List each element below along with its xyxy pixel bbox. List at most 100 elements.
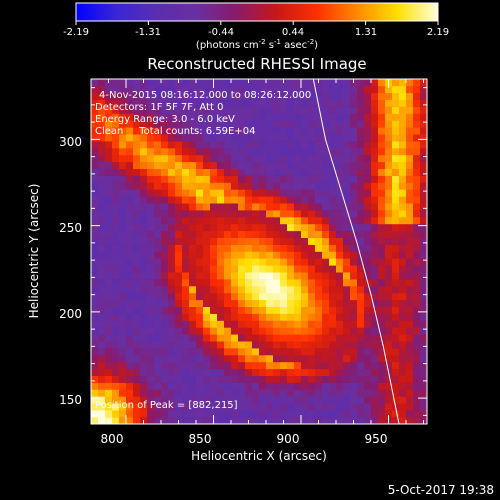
heatmap-cell bbox=[196, 361, 204, 370]
heatmap-cell bbox=[273, 244, 281, 252]
heatmap-cell bbox=[420, 355, 427, 363]
heatmap-cell bbox=[273, 92, 281, 100]
heatmap-cell bbox=[399, 292, 407, 301]
heatmap-cell bbox=[182, 313, 190, 321]
annotation-total-counts: Clean Total counts: 6.59E+04 bbox=[95, 126, 255, 137]
heatmap-cell bbox=[343, 196, 351, 204]
heatmap-cell bbox=[322, 196, 330, 204]
heatmap-cell bbox=[154, 306, 162, 314]
heatmap-cell bbox=[329, 258, 337, 266]
heatmap-cell bbox=[301, 120, 309, 128]
heatmap-cell bbox=[203, 141, 211, 149]
heatmap-cell bbox=[413, 189, 421, 197]
heatmap-cell bbox=[252, 161, 260, 169]
heatmap-cell bbox=[301, 113, 309, 121]
heatmap-cell bbox=[392, 320, 400, 328]
heatmap-cell bbox=[392, 410, 400, 418]
heatmap-cell bbox=[175, 141, 183, 149]
heatmap-cell bbox=[238, 292, 246, 301]
heatmap-cell bbox=[392, 196, 400, 204]
heatmap-cell bbox=[392, 237, 400, 245]
heatmap-cell bbox=[224, 279, 232, 287]
heatmap-cell bbox=[420, 313, 427, 321]
heatmap-cell bbox=[238, 299, 246, 307]
heatmap-cell bbox=[294, 403, 302, 411]
heatmap-cell bbox=[91, 348, 99, 356]
heatmap-cell bbox=[154, 410, 162, 418]
heatmap-cell bbox=[189, 341, 197, 349]
heatmap-cell bbox=[175, 120, 183, 128]
heatmap-cell bbox=[154, 99, 162, 107]
heatmap-cell bbox=[371, 389, 379, 397]
heatmap-cell bbox=[357, 244, 365, 252]
heatmap-cell bbox=[217, 313, 225, 321]
heatmap-cell bbox=[119, 375, 127, 383]
heatmap-cell bbox=[357, 272, 365, 280]
heatmap-cell bbox=[364, 161, 372, 169]
heatmap-cell bbox=[364, 217, 372, 225]
heatmap-cell bbox=[385, 196, 393, 204]
heatmap-cell bbox=[413, 230, 421, 238]
heatmap-cell bbox=[182, 85, 190, 94]
heatmap-cell bbox=[245, 85, 253, 94]
heatmap-cell bbox=[259, 320, 267, 328]
heatmap-cell bbox=[182, 210, 190, 218]
heatmap-cell bbox=[196, 85, 204, 94]
heatmap-cell bbox=[336, 79, 344, 87]
heatmap-cell bbox=[217, 99, 225, 107]
heatmap-cell bbox=[329, 396, 337, 404]
heatmap-cell bbox=[175, 403, 183, 411]
heatmap-cell bbox=[119, 341, 127, 349]
heatmap-cell bbox=[175, 396, 183, 404]
heatmap-cell bbox=[133, 113, 141, 121]
heatmap-cell bbox=[364, 251, 372, 259]
heatmap-cell bbox=[266, 361, 274, 370]
heatmap-cell bbox=[154, 279, 162, 287]
heatmap-cell bbox=[287, 85, 295, 94]
heatmap-cell bbox=[343, 154, 351, 163]
heatmap-cell bbox=[287, 251, 295, 259]
heatmap-cell bbox=[196, 223, 204, 232]
heatmap-cell bbox=[105, 113, 113, 121]
heatmap-cell bbox=[210, 127, 218, 135]
heatmap-cell bbox=[140, 106, 148, 114]
heatmap-cell bbox=[273, 120, 281, 128]
heatmap-cell bbox=[147, 134, 155, 142]
heatmap-cell bbox=[315, 382, 323, 390]
heatmap-cell bbox=[357, 299, 365, 307]
heatmap-cell bbox=[301, 396, 309, 404]
heatmap-cell bbox=[343, 265, 351, 273]
heatmap-cell bbox=[105, 161, 113, 169]
heatmap-cell bbox=[245, 403, 253, 411]
heatmap-cell bbox=[105, 168, 113, 176]
heatmap-cell bbox=[287, 403, 295, 411]
heatmap-cell bbox=[420, 154, 427, 163]
heatmap-cell bbox=[119, 168, 127, 176]
heatmap-cell bbox=[196, 92, 204, 100]
heatmap-cell bbox=[336, 196, 344, 204]
heatmap-cell bbox=[420, 251, 427, 259]
heatmap-cell bbox=[322, 237, 330, 245]
heatmap-cell bbox=[294, 355, 302, 363]
heatmap-cell bbox=[336, 244, 344, 252]
heatmap-cell bbox=[189, 410, 197, 418]
heatmap-cell bbox=[210, 99, 218, 107]
heatmap-cell bbox=[189, 375, 197, 383]
heatmap-cell bbox=[245, 279, 253, 287]
heatmap-cell bbox=[392, 292, 400, 301]
heatmap-cell bbox=[294, 189, 302, 197]
heatmap-cell bbox=[343, 368, 351, 376]
heatmap-cell bbox=[252, 396, 260, 404]
heatmap-cell bbox=[196, 251, 204, 259]
heatmap-cell bbox=[189, 141, 197, 149]
heatmap-cell bbox=[392, 251, 400, 259]
heatmap-cell bbox=[189, 320, 197, 328]
heatmap-cell bbox=[413, 258, 421, 266]
heatmap-cell bbox=[196, 327, 204, 335]
heatmap-cell bbox=[175, 279, 183, 287]
heatmap-cell bbox=[252, 92, 260, 100]
heatmap-cell bbox=[343, 327, 351, 335]
heatmap-cell bbox=[224, 355, 232, 363]
heatmap-cell bbox=[406, 361, 414, 370]
heatmap-cell bbox=[350, 203, 358, 211]
